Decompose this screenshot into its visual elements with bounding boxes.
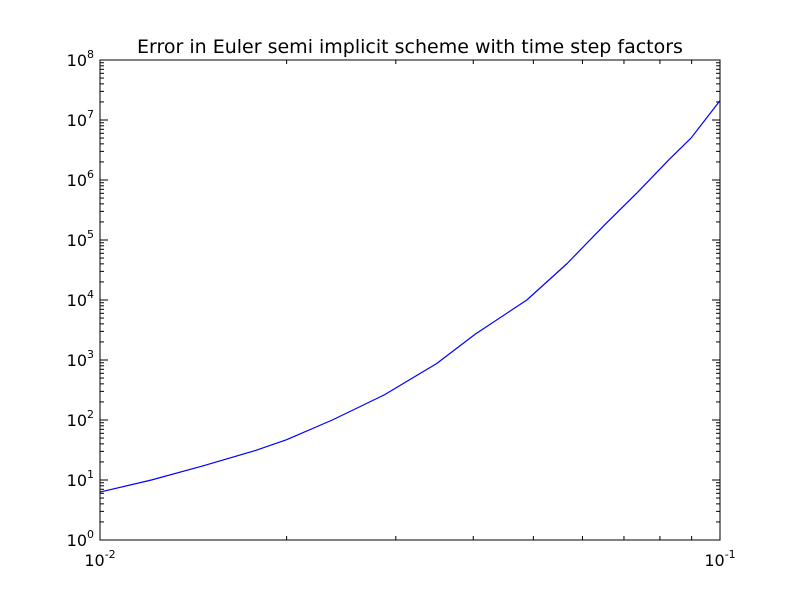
data-series	[99, 100, 721, 493]
y-tick-label: 102	[67, 408, 94, 430]
y-tick-label: 106	[67, 168, 94, 190]
y-tick-label: 107	[67, 108, 94, 130]
x-tick-label: 10-2	[84, 548, 115, 570]
y-tick-label: 100	[67, 528, 94, 550]
chart-title: Error in Euler semi implicit scheme with…	[137, 36, 683, 58]
plot-area	[100, 60, 720, 540]
axis-ticks	[99, 59, 721, 541]
y-tick-label: 105	[67, 228, 94, 250]
x-tick-label: 10-1	[704, 548, 735, 570]
y-tick-label: 101	[67, 468, 94, 490]
y-tick-label: 104	[67, 288, 94, 310]
axis-tick-labels: 10-2 10-1 100 101 102 103 104 105 106 107 108	[67, 48, 736, 570]
series-line	[99, 100, 721, 493]
y-tick-label: 108	[67, 48, 94, 70]
y-tick-label: 103	[67, 348, 94, 370]
plot-frame	[99, 59, 721, 541]
